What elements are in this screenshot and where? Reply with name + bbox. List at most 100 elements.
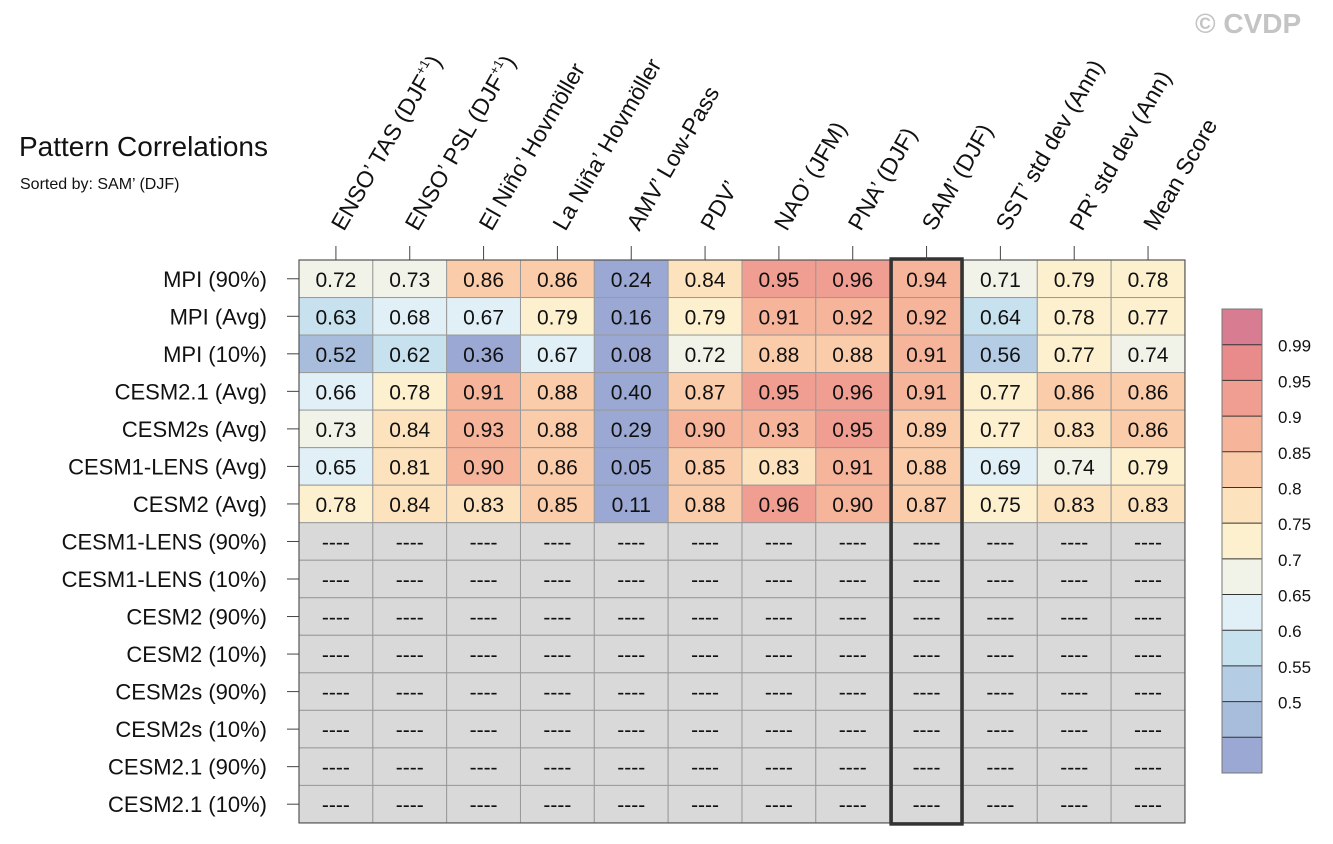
heatmap-cell	[1110, 559, 1186, 599]
cell-value-label: ----	[470, 644, 498, 667]
heatmap-cell	[815, 259, 891, 299]
row-label: CESM2s (90%)	[115, 680, 267, 705]
cell-value-label: ----	[839, 719, 867, 742]
heatmap-cell	[741, 784, 817, 824]
cell-value-label: 0.91	[758, 306, 799, 329]
cell-value-label: ----	[470, 607, 498, 630]
cell-value-label: ----	[765, 607, 793, 630]
cell-value-label: ----	[322, 569, 350, 592]
cell-value-label: ----	[322, 644, 350, 667]
colorbar-bin	[1222, 451, 1262, 488]
cell-value-label: 0.92	[906, 306, 947, 329]
heatmap-cell	[741, 672, 817, 711]
cell-value-label: ----	[691, 757, 719, 780]
cell-value-label: ----	[396, 794, 424, 817]
row-label: CESM2 (Avg)	[133, 492, 267, 517]
cell-value-label: ----	[322, 607, 350, 630]
cell-value-label: ----	[691, 607, 719, 630]
cell-value-label: ----	[1134, 682, 1162, 705]
column-label: Mean Score	[1138, 114, 1223, 234]
colorbar-bin	[1222, 665, 1262, 702]
heatmap-cell	[298, 784, 374, 824]
cell-value-label: ----	[1060, 644, 1088, 667]
cell-value-label: ----	[1060, 607, 1088, 630]
cell-value-label: 0.77	[1128, 306, 1169, 329]
cell-value-label: ----	[1060, 757, 1088, 780]
cell-value-label: ----	[691, 644, 719, 667]
heatmap-cell	[1036, 372, 1112, 411]
heatmap-cell	[741, 447, 817, 486]
cell-value-label: 0.84	[685, 269, 726, 292]
row-label: MPI (Avg)	[170, 304, 267, 329]
cell-value-label: ----	[543, 719, 571, 742]
cell-value-label: 0.83	[463, 494, 504, 517]
heatmap-cell	[446, 747, 521, 786]
cell-value-label: ----	[543, 531, 571, 554]
cell-value-label: ----	[1060, 719, 1088, 742]
heatmap-cell	[962, 447, 1038, 486]
heatmap-cell	[667, 747, 743, 786]
cell-value-label: ----	[543, 569, 571, 592]
cell-value-label: 0.40	[611, 381, 652, 404]
cell-value-label: 0.66	[315, 381, 356, 404]
heatmap-cell	[298, 559, 374, 599]
cell-value-label: ----	[765, 719, 793, 742]
colorbar-border	[1221, 308, 1263, 774]
cell-value-label: 0.88	[685, 494, 726, 517]
cell-value-label: 0.85	[537, 494, 578, 517]
cell-value-label: 0.78	[315, 494, 356, 517]
cell-value-label: 0.96	[832, 269, 873, 292]
cell-value-label: ----	[1134, 607, 1162, 630]
cell-value-label: ----	[839, 569, 867, 592]
heatmap-cell	[667, 709, 743, 749]
cell-value-label: 0.78	[1128, 269, 1169, 292]
cell-value-label: 0.91	[832, 456, 873, 479]
heatmap-cell	[1110, 334, 1186, 374]
row-label: CESM2s (Avg)	[122, 417, 267, 442]
heatmap-cell	[962, 747, 1038, 786]
heatmap-cell	[593, 672, 669, 711]
heatmap-cell	[815, 559, 891, 599]
cell-value-label: ----	[986, 757, 1014, 780]
chart-title: Pattern Correlations	[19, 131, 269, 162]
colorbar-tick-label: 0.99	[1278, 337, 1311, 356]
colorbar-bin	[1222, 594, 1262, 631]
heatmap-cell	[1036, 672, 1112, 711]
cell-value-label: 0.85	[685, 456, 726, 479]
cell-value-label: 0.16	[611, 306, 652, 329]
cell-value-label: 0.88	[537, 381, 578, 404]
cell-value-label: 0.83	[1054, 419, 1095, 442]
cell-value-label: ----	[839, 607, 867, 630]
row-label: CESM2 (10%)	[126, 642, 267, 667]
cell-value-label: ----	[1060, 682, 1088, 705]
colorbar-tick-label: 0.75	[1278, 515, 1311, 534]
heatmap-cell	[667, 634, 743, 674]
cell-value-label: ----	[986, 719, 1014, 742]
heatmap-cell	[1036, 747, 1112, 786]
cell-value-label: 0.65	[315, 456, 356, 479]
colorbar-bin	[1222, 701, 1262, 738]
cell-value-label: ----	[765, 682, 793, 705]
heatmap-cell	[446, 372, 521, 411]
heatmap-cell	[1036, 559, 1112, 599]
heatmap-cell	[815, 672, 891, 711]
cell-value-label: ----	[1060, 569, 1088, 592]
cell-value-label: ----	[396, 531, 424, 554]
cell-value-label: 0.71	[980, 269, 1021, 292]
cell-value-label: 0.56	[980, 344, 1021, 367]
heatmap-cell	[667, 559, 743, 599]
cell-value-label: ----	[913, 569, 941, 592]
row-label: CESM2.1 (90%)	[108, 755, 267, 780]
heatmap-cell	[372, 672, 448, 711]
cell-value-label: 0.62	[389, 344, 430, 367]
heatmap-cell	[667, 447, 743, 486]
heatmap-cell	[889, 297, 964, 336]
cell-value-label: 0.95	[832, 419, 873, 442]
heatmap-cell	[1110, 409, 1186, 449]
copyright-watermark: © CVDP	[1195, 8, 1302, 39]
colorbar-tick-label: 0.9	[1278, 408, 1302, 427]
heatmap-cell	[889, 709, 964, 749]
cell-value-label: ----	[396, 757, 424, 780]
cell-value-label: 0.83	[1128, 494, 1169, 517]
